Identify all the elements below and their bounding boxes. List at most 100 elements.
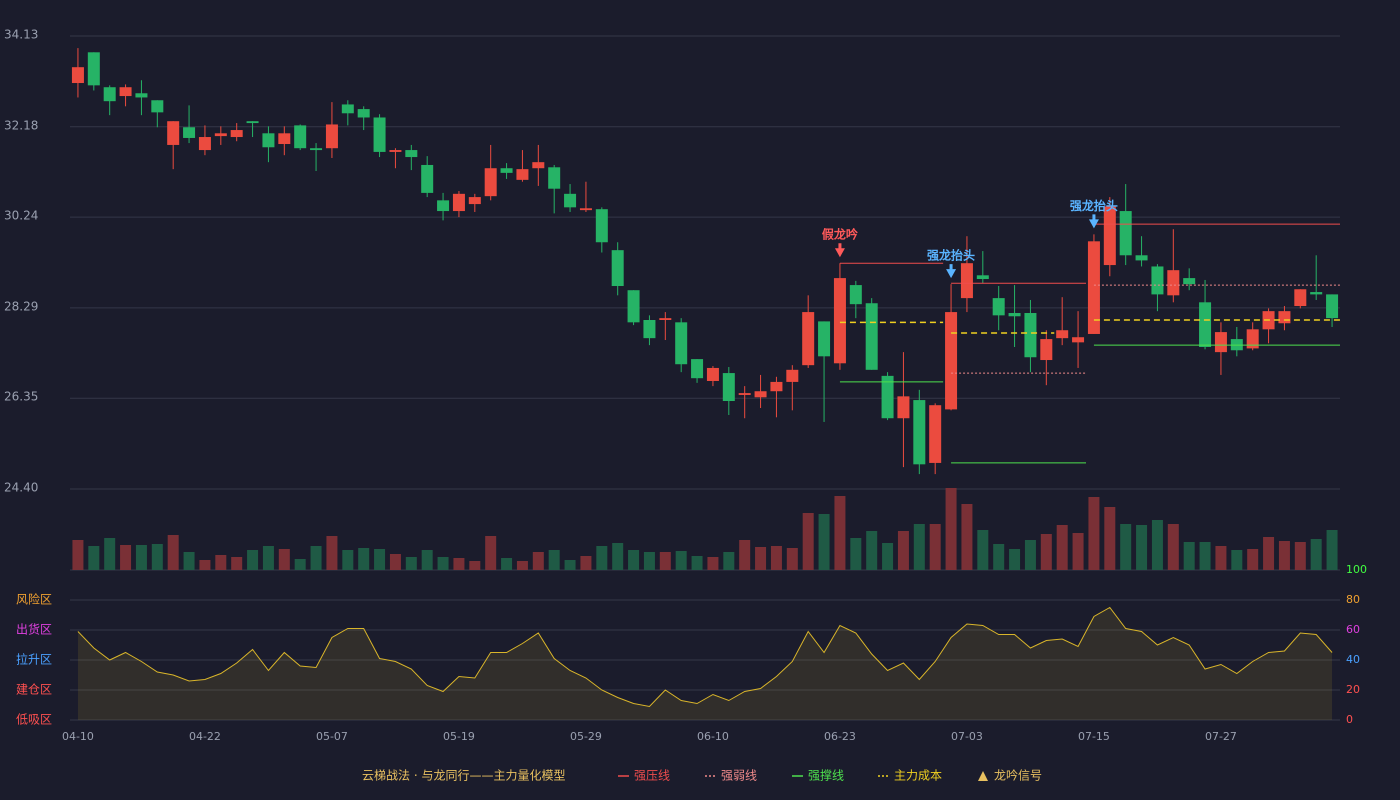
candle-body xyxy=(357,109,370,118)
indicator-tick-label: 60 xyxy=(1346,623,1360,636)
volume-bar xyxy=(1120,524,1132,570)
candle-body xyxy=(754,391,767,398)
candle-body xyxy=(1072,337,1085,343)
candle-body xyxy=(595,209,608,243)
candle-body xyxy=(643,319,656,339)
x-tick-label: 07-03 xyxy=(951,730,983,743)
volume-bar xyxy=(88,546,100,570)
volume-bar xyxy=(866,531,878,570)
candle-body xyxy=(532,162,545,169)
candle-body xyxy=(198,137,211,151)
legend-label: 强撑线 xyxy=(808,768,844,783)
volume-bar xyxy=(342,550,354,570)
volume-bar xyxy=(1024,540,1036,570)
volume-bar xyxy=(628,550,640,570)
candle-body xyxy=(389,150,402,152)
volume-bar xyxy=(120,545,132,570)
candle-body xyxy=(1119,211,1132,256)
signal-label: 假龙吟 xyxy=(822,227,858,242)
y-tick-label: 30.24 xyxy=(4,209,38,223)
volume-bar xyxy=(818,514,830,570)
legend-title: 云梯战法 · 与龙同行——主力量化模型 xyxy=(362,769,565,783)
volume-bar xyxy=(485,536,497,570)
candle-body xyxy=(881,375,894,419)
signal-label: 强龙抬头 xyxy=(927,248,975,263)
volume-bar xyxy=(1136,525,1148,570)
volume-bar xyxy=(469,561,481,570)
y-tick-label: 32.18 xyxy=(4,118,38,132)
volume-bar xyxy=(1278,541,1290,570)
candle-body xyxy=(691,359,704,379)
candle-body xyxy=(675,322,688,365)
volume-bar xyxy=(1199,542,1211,570)
volume-bar xyxy=(1215,546,1227,570)
volume-bar xyxy=(1167,524,1179,570)
signal-arrow xyxy=(946,264,957,279)
zone-label: 出货区 xyxy=(16,622,52,637)
volume-bar xyxy=(1104,507,1116,570)
legend-label: 主力成本 xyxy=(894,769,942,783)
indicator-area xyxy=(77,607,1333,720)
volume-bar xyxy=(72,540,84,570)
volume-bar xyxy=(723,552,735,570)
zone-label: 风险区 xyxy=(16,592,52,607)
zone-label: 低吸区 xyxy=(16,713,52,727)
legend-label: 强弱线 xyxy=(721,769,757,783)
candle-body xyxy=(294,125,307,149)
x-tick-label: 05-29 xyxy=(570,730,602,743)
candle-body xyxy=(452,193,465,212)
volume-bar xyxy=(993,544,1005,570)
volume-bar xyxy=(374,549,386,570)
volume-bar xyxy=(405,557,417,570)
volume-bar xyxy=(247,550,259,570)
y-tick-label: 26.35 xyxy=(4,390,38,404)
candle-body xyxy=(1151,266,1164,295)
candle-body xyxy=(1294,289,1307,307)
volume-bar xyxy=(675,551,687,570)
volume-bar xyxy=(1183,542,1195,570)
candle-body xyxy=(1135,255,1148,261)
volume-bar xyxy=(802,513,814,570)
volume-bar xyxy=(786,548,798,570)
candle-body xyxy=(722,373,735,402)
x-tick-label: 06-10 xyxy=(697,730,729,743)
volume-bar xyxy=(564,560,576,570)
candle-body xyxy=(611,250,624,287)
volume-bar xyxy=(913,524,925,570)
volume-bar xyxy=(691,556,703,570)
candle-body xyxy=(738,393,751,395)
x-tick-label: 07-27 xyxy=(1205,730,1237,743)
candle-body xyxy=(278,133,291,145)
candle-body xyxy=(214,133,227,137)
candle-body xyxy=(913,400,926,465)
volume-bar xyxy=(326,536,338,570)
zone-label: 建仓区 xyxy=(16,683,52,697)
x-tick-label: 04-22 xyxy=(189,730,221,743)
volume-bar xyxy=(1088,497,1100,570)
candle-body xyxy=(119,87,132,97)
candle-body xyxy=(1326,294,1339,319)
volume-bar xyxy=(183,552,195,570)
indicator-tick-label: 40 xyxy=(1346,653,1360,666)
candle-body xyxy=(1040,339,1053,361)
candle-body xyxy=(1278,311,1291,324)
volume-bar xyxy=(501,558,513,570)
candle-body xyxy=(1246,329,1259,349)
candle-body xyxy=(706,367,719,381)
volume-bar xyxy=(834,496,846,570)
volume-bar xyxy=(659,552,671,570)
x-tick-label: 04-10 xyxy=(62,730,94,743)
volume-bar xyxy=(199,560,211,570)
x-tick-label: 05-07 xyxy=(316,730,348,743)
volume-bar xyxy=(532,552,544,570)
candle-body xyxy=(500,168,513,173)
indicator-line xyxy=(77,606,1333,708)
volume-bar xyxy=(929,524,941,570)
legend-swatch xyxy=(978,771,988,781)
candle-body xyxy=(373,117,386,152)
candle-body xyxy=(1087,241,1100,334)
indicator-tick-label: 0 xyxy=(1346,713,1353,726)
volume-bar xyxy=(1231,550,1243,570)
candle-body xyxy=(1310,292,1323,295)
volume-bar xyxy=(167,535,179,570)
